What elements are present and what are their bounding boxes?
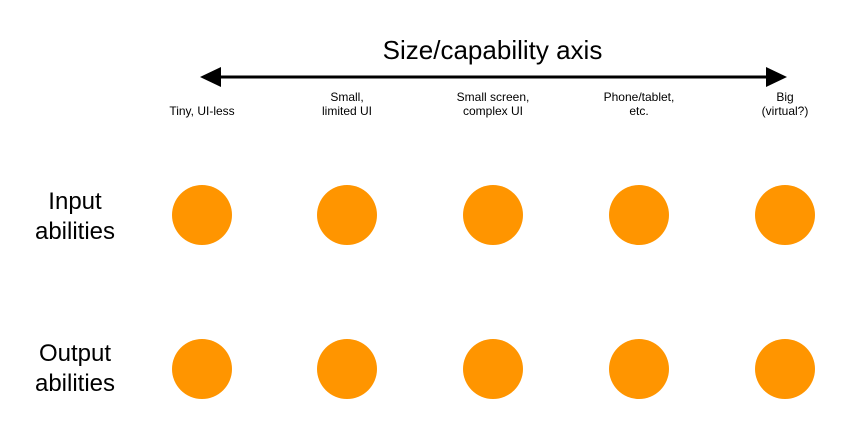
output-dot-big: [755, 339, 815, 399]
output-dot-small-screen: [463, 339, 523, 399]
column-label-small: Small, limited UI: [321, 90, 372, 118]
row-label-output: Output abilities: [34, 340, 116, 397]
axis-title: Size/capability axis: [382, 35, 603, 65]
input-dot-tiny: [172, 185, 232, 245]
input-dot-small: [317, 185, 377, 245]
input-dot-big: [755, 185, 815, 245]
column-label-big: Big (virtual?): [761, 90, 809, 118]
input-dot-phone-tablet: [609, 185, 669, 245]
column-label-phone-tablet: Phone/tablet, etc.: [603, 90, 675, 118]
output-dot-tiny: [172, 339, 232, 399]
axis-arrowhead-left: [200, 67, 221, 87]
column-label-tiny: Tiny, UI-less: [169, 104, 235, 118]
column-label-small-screen: Small screen, complex UI: [456, 90, 530, 118]
axis-arrowhead-right: [766, 67, 787, 87]
output-dot-phone-tablet: [609, 339, 669, 399]
input-dot-small-screen: [463, 185, 523, 245]
row-label-input: Input abilities: [34, 188, 116, 245]
output-dot-small: [317, 339, 377, 399]
